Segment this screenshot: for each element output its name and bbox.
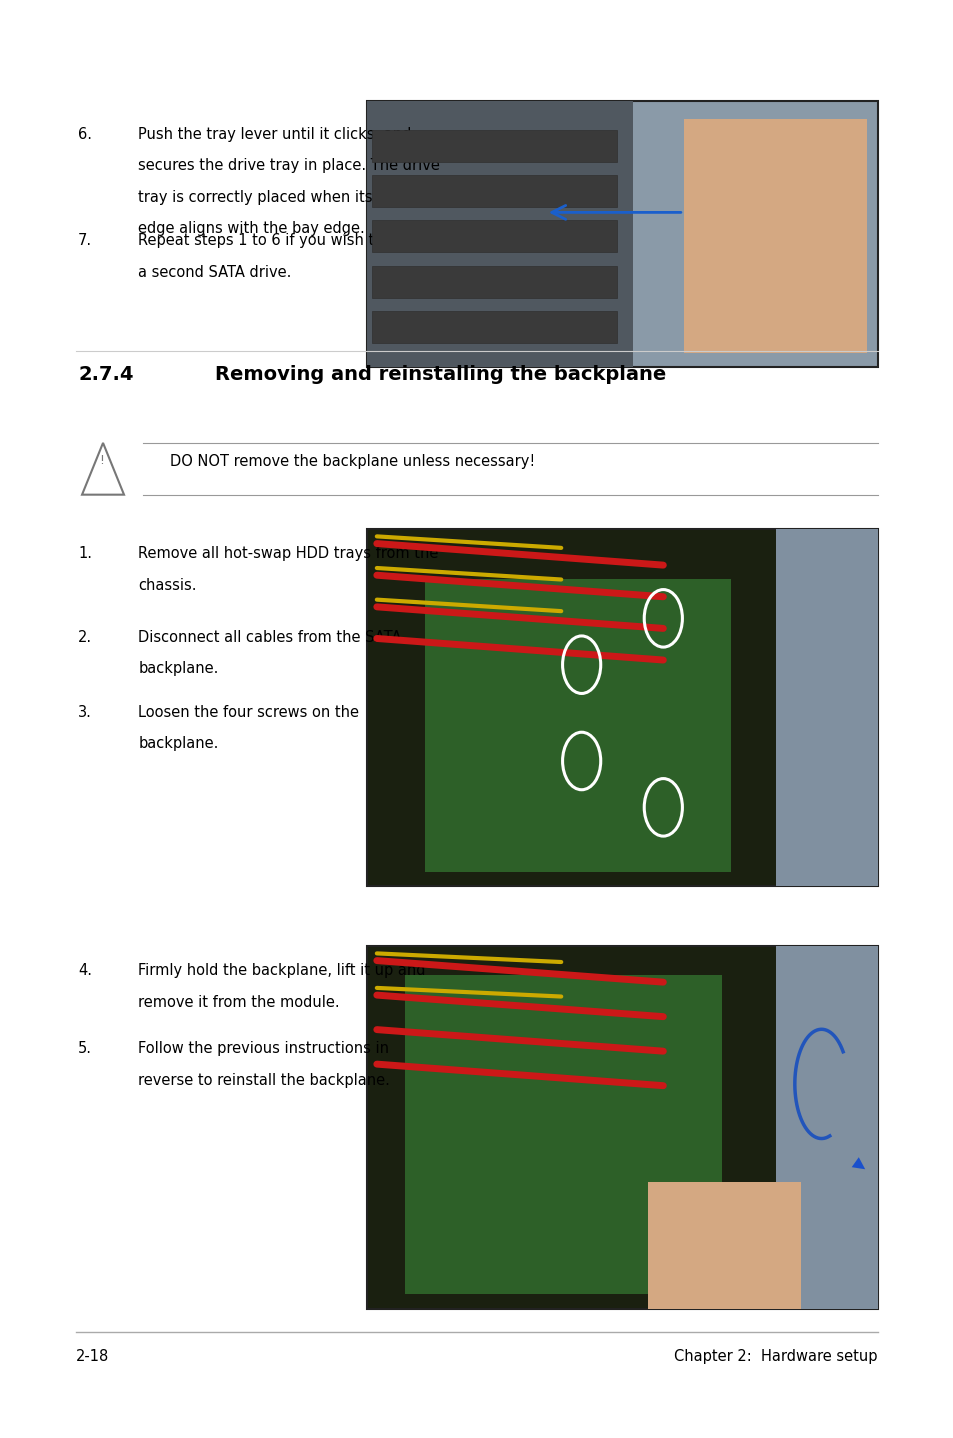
Bar (405, 975, 721, 1294)
Text: Chapter 2:  Hardware setup: Chapter 2: Hardware setup (674, 1349, 877, 1363)
Bar (775, 946, 877, 1309)
Text: chassis.: chassis. (138, 578, 196, 592)
Text: DO NOT remove the backplane unless necessary!: DO NOT remove the backplane unless neces… (170, 454, 535, 469)
Text: 2.: 2. (78, 630, 92, 644)
Text: remove it from the module.: remove it from the module. (138, 995, 339, 1009)
Text: 7.: 7. (78, 233, 92, 247)
Bar (367, 101, 877, 367)
Text: Loosen the four screws on the: Loosen the four screws on the (138, 705, 359, 719)
Text: Follow the previous instructions in: Follow the previous instructions in (138, 1041, 389, 1055)
Bar (372, 175, 617, 207)
Bar (372, 129, 617, 162)
Text: Push the tray lever until it clicks, and: Push the tray lever until it clicks, and (138, 127, 412, 141)
Text: 6.: 6. (78, 127, 92, 141)
Bar (683, 119, 866, 354)
Text: a second SATA drive.: a second SATA drive. (138, 265, 292, 279)
Text: Firmly hold the backplane, lift it up and: Firmly hold the backplane, lift it up an… (138, 963, 425, 978)
Bar (372, 311, 617, 342)
Text: 2.7.4: 2.7.4 (78, 365, 133, 384)
Text: edge aligns with the bay edge.: edge aligns with the bay edge. (138, 221, 365, 236)
Text: !: ! (99, 454, 104, 467)
Text: Repeat steps 1 to 6 if you wish to install: Repeat steps 1 to 6 if you wish to insta… (138, 233, 432, 247)
Bar (367, 101, 632, 367)
Text: Remove all hot-swap HDD trays from the: Remove all hot-swap HDD trays from the (138, 546, 438, 561)
Bar (367, 529, 877, 886)
Bar (424, 580, 730, 871)
Text: 5.: 5. (78, 1041, 92, 1055)
Text: tray is correctly placed when its front: tray is correctly placed when its front (138, 190, 412, 204)
Bar (775, 529, 877, 886)
Bar (372, 266, 617, 298)
Bar (372, 220, 617, 252)
Text: reverse to reinstall the backplane.: reverse to reinstall the backplane. (138, 1073, 390, 1087)
Text: secures the drive tray in place. The drive: secures the drive tray in place. The dri… (138, 158, 439, 173)
Text: Disconnect all cables from the SATA: Disconnect all cables from the SATA (138, 630, 401, 644)
Text: 1.: 1. (78, 546, 92, 561)
Bar (647, 1182, 801, 1309)
Text: 3.: 3. (78, 705, 92, 719)
Text: 4.: 4. (78, 963, 92, 978)
Bar (367, 946, 877, 1309)
Text: 2-18: 2-18 (76, 1349, 110, 1363)
Text: backplane.: backplane. (138, 661, 218, 676)
Text: Removing and reinstalling the backplane: Removing and reinstalling the backplane (214, 365, 665, 384)
Text: backplane.: backplane. (138, 736, 218, 751)
